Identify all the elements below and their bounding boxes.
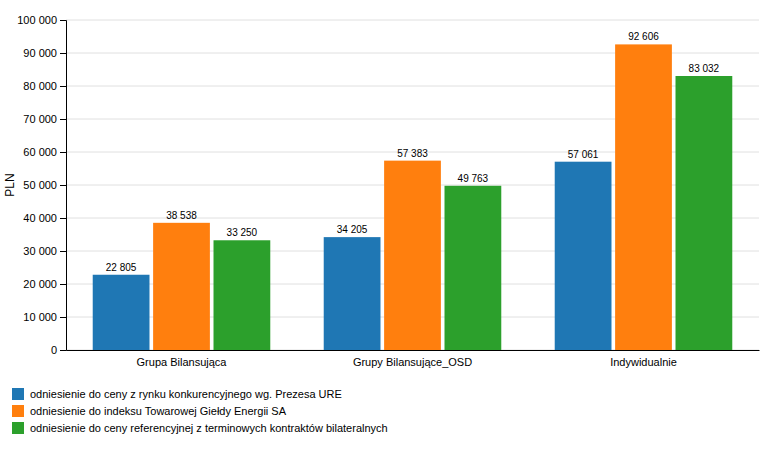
y-tick-label: 90 000 xyxy=(23,47,57,59)
y-tick: 70 000 xyxy=(23,113,66,125)
y-axis-title: PLN xyxy=(3,173,17,196)
x-tick-label: Grupa Bilansująca xyxy=(137,356,228,368)
bar xyxy=(445,186,502,350)
y-tick-label: 20 000 xyxy=(23,278,57,290)
bar xyxy=(555,162,612,350)
bar-series xyxy=(93,162,612,350)
y-axis-line xyxy=(60,21,67,351)
y-tick-mark xyxy=(60,317,66,318)
y-tick: 40 000 xyxy=(23,212,66,224)
y-tick-label: 100 000 xyxy=(17,14,57,26)
y-tick-label: 80 000 xyxy=(23,80,57,92)
plot-area: 0 10 000 20 000 30 000 40 000 50 000 60 000 70 … xyxy=(3,14,760,368)
data-label: 57 061 xyxy=(568,149,599,160)
y-tick-mark xyxy=(60,284,66,285)
data-label: 83 032 xyxy=(689,63,720,74)
x-tick: Grupy Bilansujące_OSD xyxy=(353,350,472,368)
legend-swatch xyxy=(12,405,24,417)
legend-item: odniesienie do indeksu Towarowej Giełdy … xyxy=(12,405,287,417)
x-axis-line xyxy=(67,350,760,351)
y-tick: 50 000 xyxy=(23,179,66,191)
bar xyxy=(324,237,381,350)
bar xyxy=(676,76,733,350)
y-tick-mark xyxy=(60,20,66,21)
legend-item: odniesienie do ceny z rynku konkurencyjn… xyxy=(12,388,342,400)
y-tick-mark xyxy=(60,185,66,186)
y-tick-mark xyxy=(60,350,66,351)
y-tick-mark xyxy=(60,152,66,153)
y-tick: 60 000 xyxy=(23,146,66,158)
y-tick-mark xyxy=(60,53,66,54)
legend-label: odniesienie do ceny z rynku konkurencyjn… xyxy=(30,388,342,400)
x-tick: Indywidualnie xyxy=(610,350,677,368)
grid xyxy=(66,20,759,350)
bar xyxy=(384,161,441,350)
legend-swatch xyxy=(12,388,24,400)
bar-series xyxy=(214,76,733,350)
y-tick: 30 000 xyxy=(23,245,66,257)
bar xyxy=(214,240,271,350)
bar xyxy=(153,223,210,350)
y-tick-mark xyxy=(60,119,66,120)
data-label: 57 383 xyxy=(397,148,428,159)
y-tick: 80 000 xyxy=(23,80,66,92)
y-tick-label: 70 000 xyxy=(23,113,57,125)
y-tick: 100 000 xyxy=(17,14,66,26)
chart-container: 0 10 000 20 000 30 000 40 000 50 000 60 000 70 … xyxy=(0,0,779,451)
legend: odniesienie do ceny z rynku konkurencyjn… xyxy=(12,388,388,434)
y-tick-mark xyxy=(60,218,66,219)
x-axis: Grupa Bilansująca Grupy Bilansujące_OSD In… xyxy=(67,350,760,368)
y-tick: 10 000 xyxy=(23,311,66,323)
legend-label: odniesienie do ceny referencyjnej z term… xyxy=(30,422,388,434)
y-tick-label: 50 000 xyxy=(23,179,57,191)
data-label: 22 805 xyxy=(106,262,137,273)
y-tick: 90 000 xyxy=(23,47,66,59)
y-tick-label: 10 000 xyxy=(23,311,57,323)
x-tick-label: Indywidualnie xyxy=(610,356,677,368)
bar xyxy=(93,275,150,350)
legend-label: odniesienie do indeksu Towarowej Giełdy … xyxy=(30,405,287,417)
bar xyxy=(615,44,672,350)
y-axis: 0 10 000 20 000 30 000 40 000 50 000 60 000 70 … xyxy=(17,14,66,356)
legend-item: odniesienie do ceny referencyjnej z term… xyxy=(12,422,388,434)
data-label: 33 250 xyxy=(227,227,258,238)
y-tick-label: 30 000 xyxy=(23,245,57,257)
data-label: 49 763 xyxy=(458,173,489,184)
grid-line xyxy=(66,20,759,21)
y-tick-mark xyxy=(60,86,66,87)
chart-svg: 0 10 000 20 000 30 000 40 000 50 000 60 000 70 … xyxy=(0,0,779,451)
legend-swatch xyxy=(12,422,24,434)
y-tick: 0 xyxy=(51,344,66,356)
bars xyxy=(93,44,733,350)
x-tick: Grupa Bilansująca xyxy=(137,350,228,368)
data-label: 34 205 xyxy=(337,224,368,235)
y-tick-label: 0 xyxy=(51,344,57,356)
data-label: 92 606 xyxy=(628,31,659,42)
data-label: 38 538 xyxy=(166,210,197,221)
y-tick: 20 000 xyxy=(23,278,66,290)
y-tick-label: 60 000 xyxy=(23,146,57,158)
bar-series xyxy=(153,44,672,350)
data-labels: 22 805 34 205 57 061 38 538 57 383 92 606 33 2… xyxy=(106,31,720,272)
y-tick-mark xyxy=(60,251,66,252)
y-tick-label: 40 000 xyxy=(23,212,57,224)
x-tick-label: Grupy Bilansujące_OSD xyxy=(353,356,472,368)
